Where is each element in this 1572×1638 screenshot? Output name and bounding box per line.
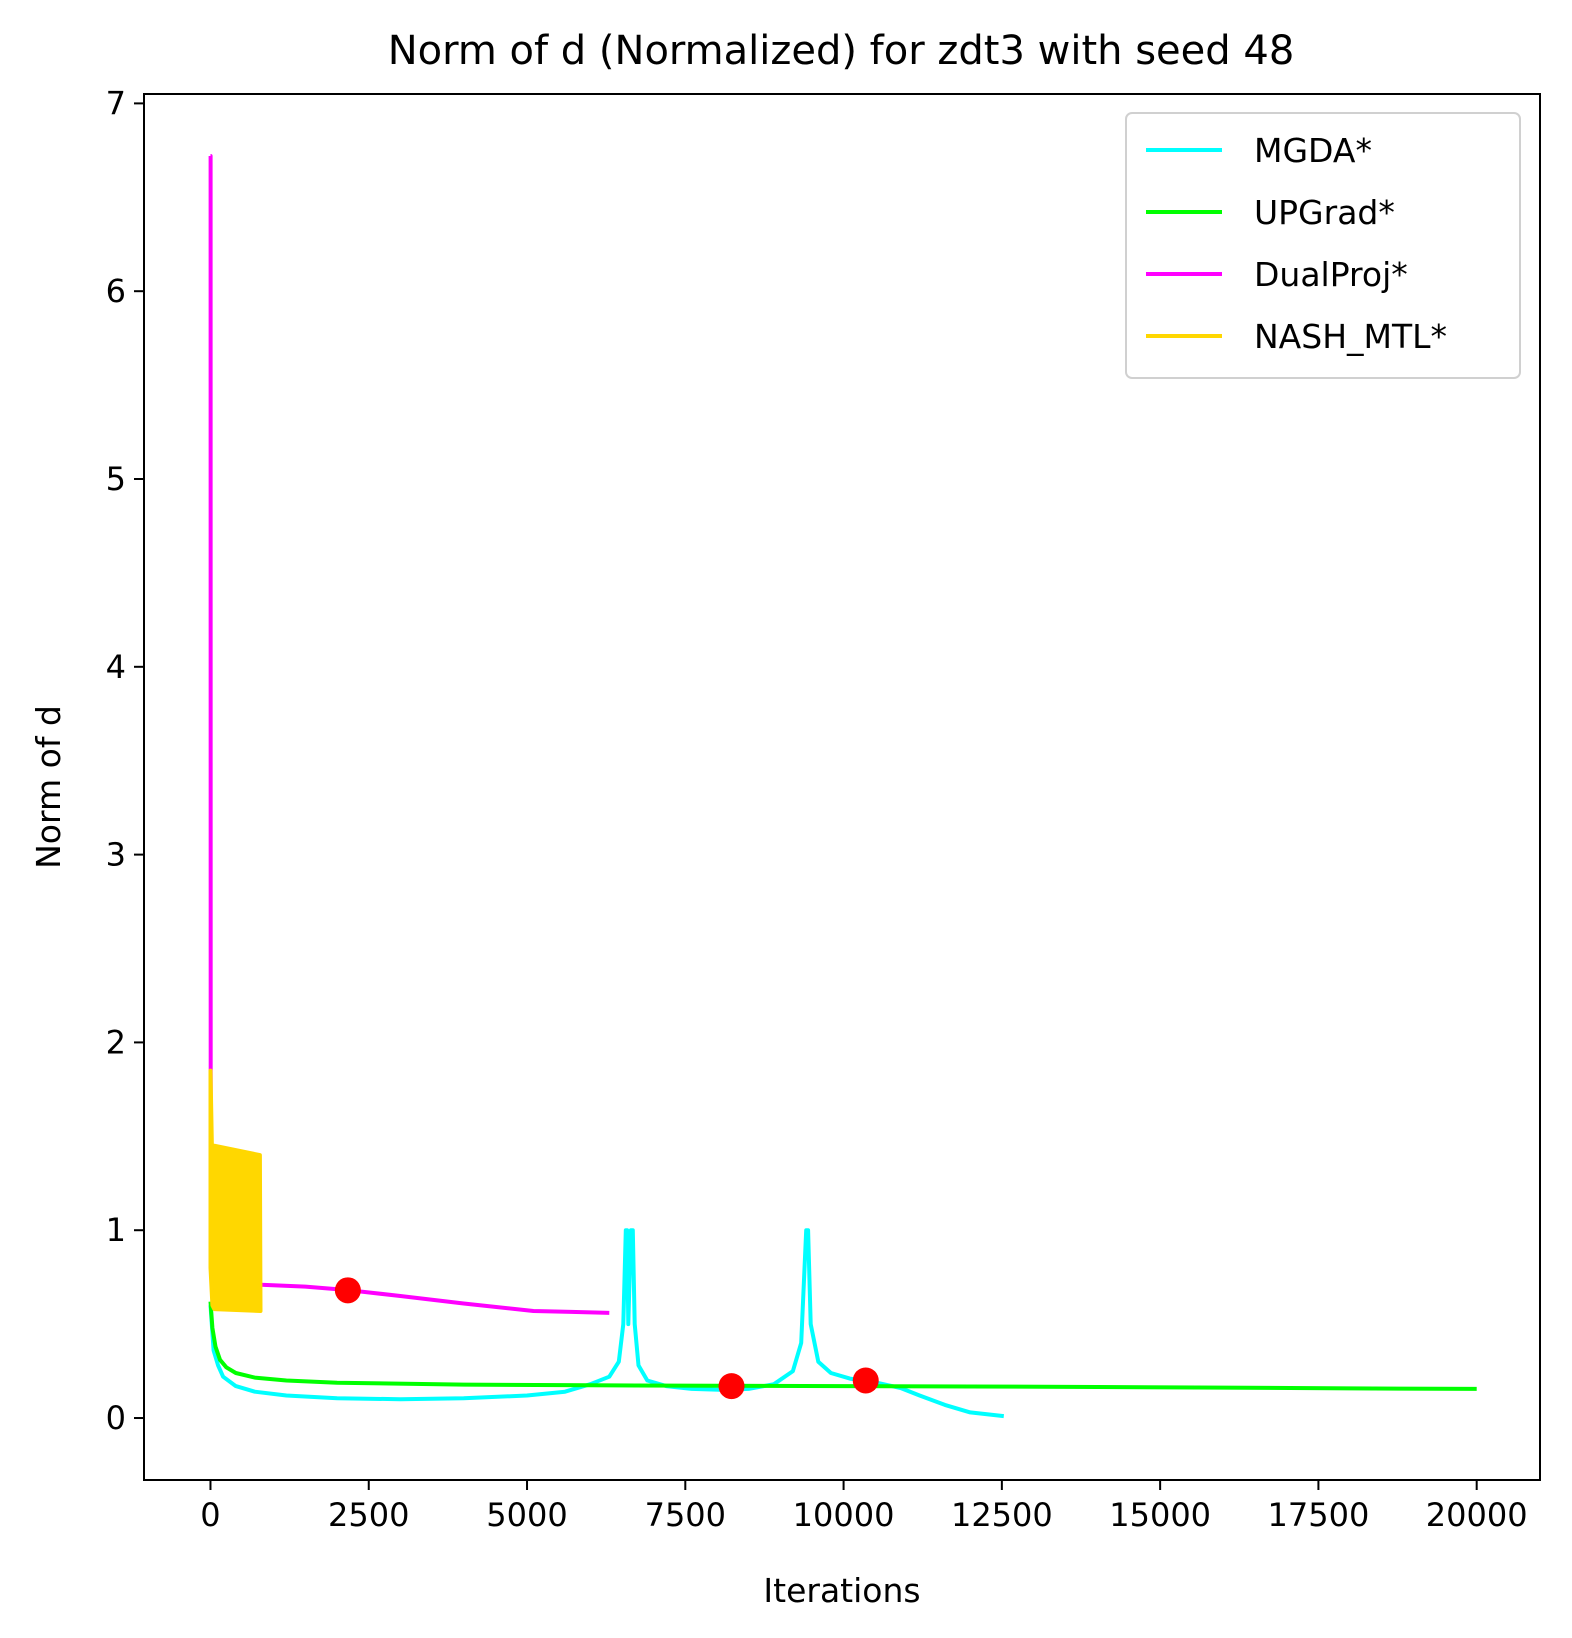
x-tick-label: 12500	[951, 1496, 1053, 1534]
legend-box	[1125, 112, 1521, 379]
legend-label: DualProj*	[1254, 255, 1408, 294]
series-line-3	[208, 1068, 263, 1313]
x-axis-ticks: 0 2500 5000 7500 10000 12500 15000 17500 20000	[200, 1480, 1528, 1534]
y-tick-label: 6	[106, 272, 126, 310]
series-line-1	[208, 1301, 1477, 1391]
x-tick-label: 2500	[328, 1496, 409, 1534]
y-tick-label: 5	[106, 460, 126, 498]
x-tick-label: 20000	[1426, 1496, 1528, 1534]
marker-point-2	[852, 1367, 879, 1394]
marker-layer	[334, 1277, 879, 1400]
legend-entries: MGDA* UPGrad* DualProj* NASH_MTL*	[1146, 131, 1447, 356]
legend: MGDA* UPGrad* DualProj* NASH_MTL*	[1125, 112, 1521, 379]
y-axis-ticks: 0 1 2 3 4 5 6 7	[106, 84, 144, 1437]
legend-label: UPGrad*	[1254, 193, 1395, 232]
legend-label: MGDA*	[1254, 131, 1372, 170]
y-tick-label: 3	[106, 836, 126, 874]
x-tick-label: 5000	[486, 1496, 567, 1534]
marker-point-0	[334, 1277, 361, 1304]
x-tick-label: 10000	[793, 1496, 895, 1534]
x-tick-label: 17500	[1268, 1496, 1370, 1534]
x-tick-label: 7500	[645, 1496, 726, 1534]
y-tick-label: 1	[106, 1211, 126, 1249]
x-tick-label: 15000	[1109, 1496, 1211, 1534]
y-axis-label: Norm of d	[29, 705, 68, 869]
y-tick-label: 7	[106, 84, 126, 122]
series-line-0	[208, 1228, 1005, 1419]
y-tick-label: 2	[106, 1023, 126, 1061]
x-axis-label: Iterations	[763, 1571, 920, 1610]
x-tick-label: 0	[200, 1496, 220, 1534]
plot-frame	[143, 93, 1541, 1481]
marker-point-1	[718, 1373, 745, 1400]
legend-label: NASH_MTL*	[1254, 317, 1447, 356]
chart-title: Norm of d (Normalized) for zdt3 with see…	[388, 28, 1295, 74]
series-layer	[208, 154, 1477, 1419]
y-tick-label: 0	[106, 1399, 126, 1437]
y-tick-label: 4	[106, 648, 126, 686]
